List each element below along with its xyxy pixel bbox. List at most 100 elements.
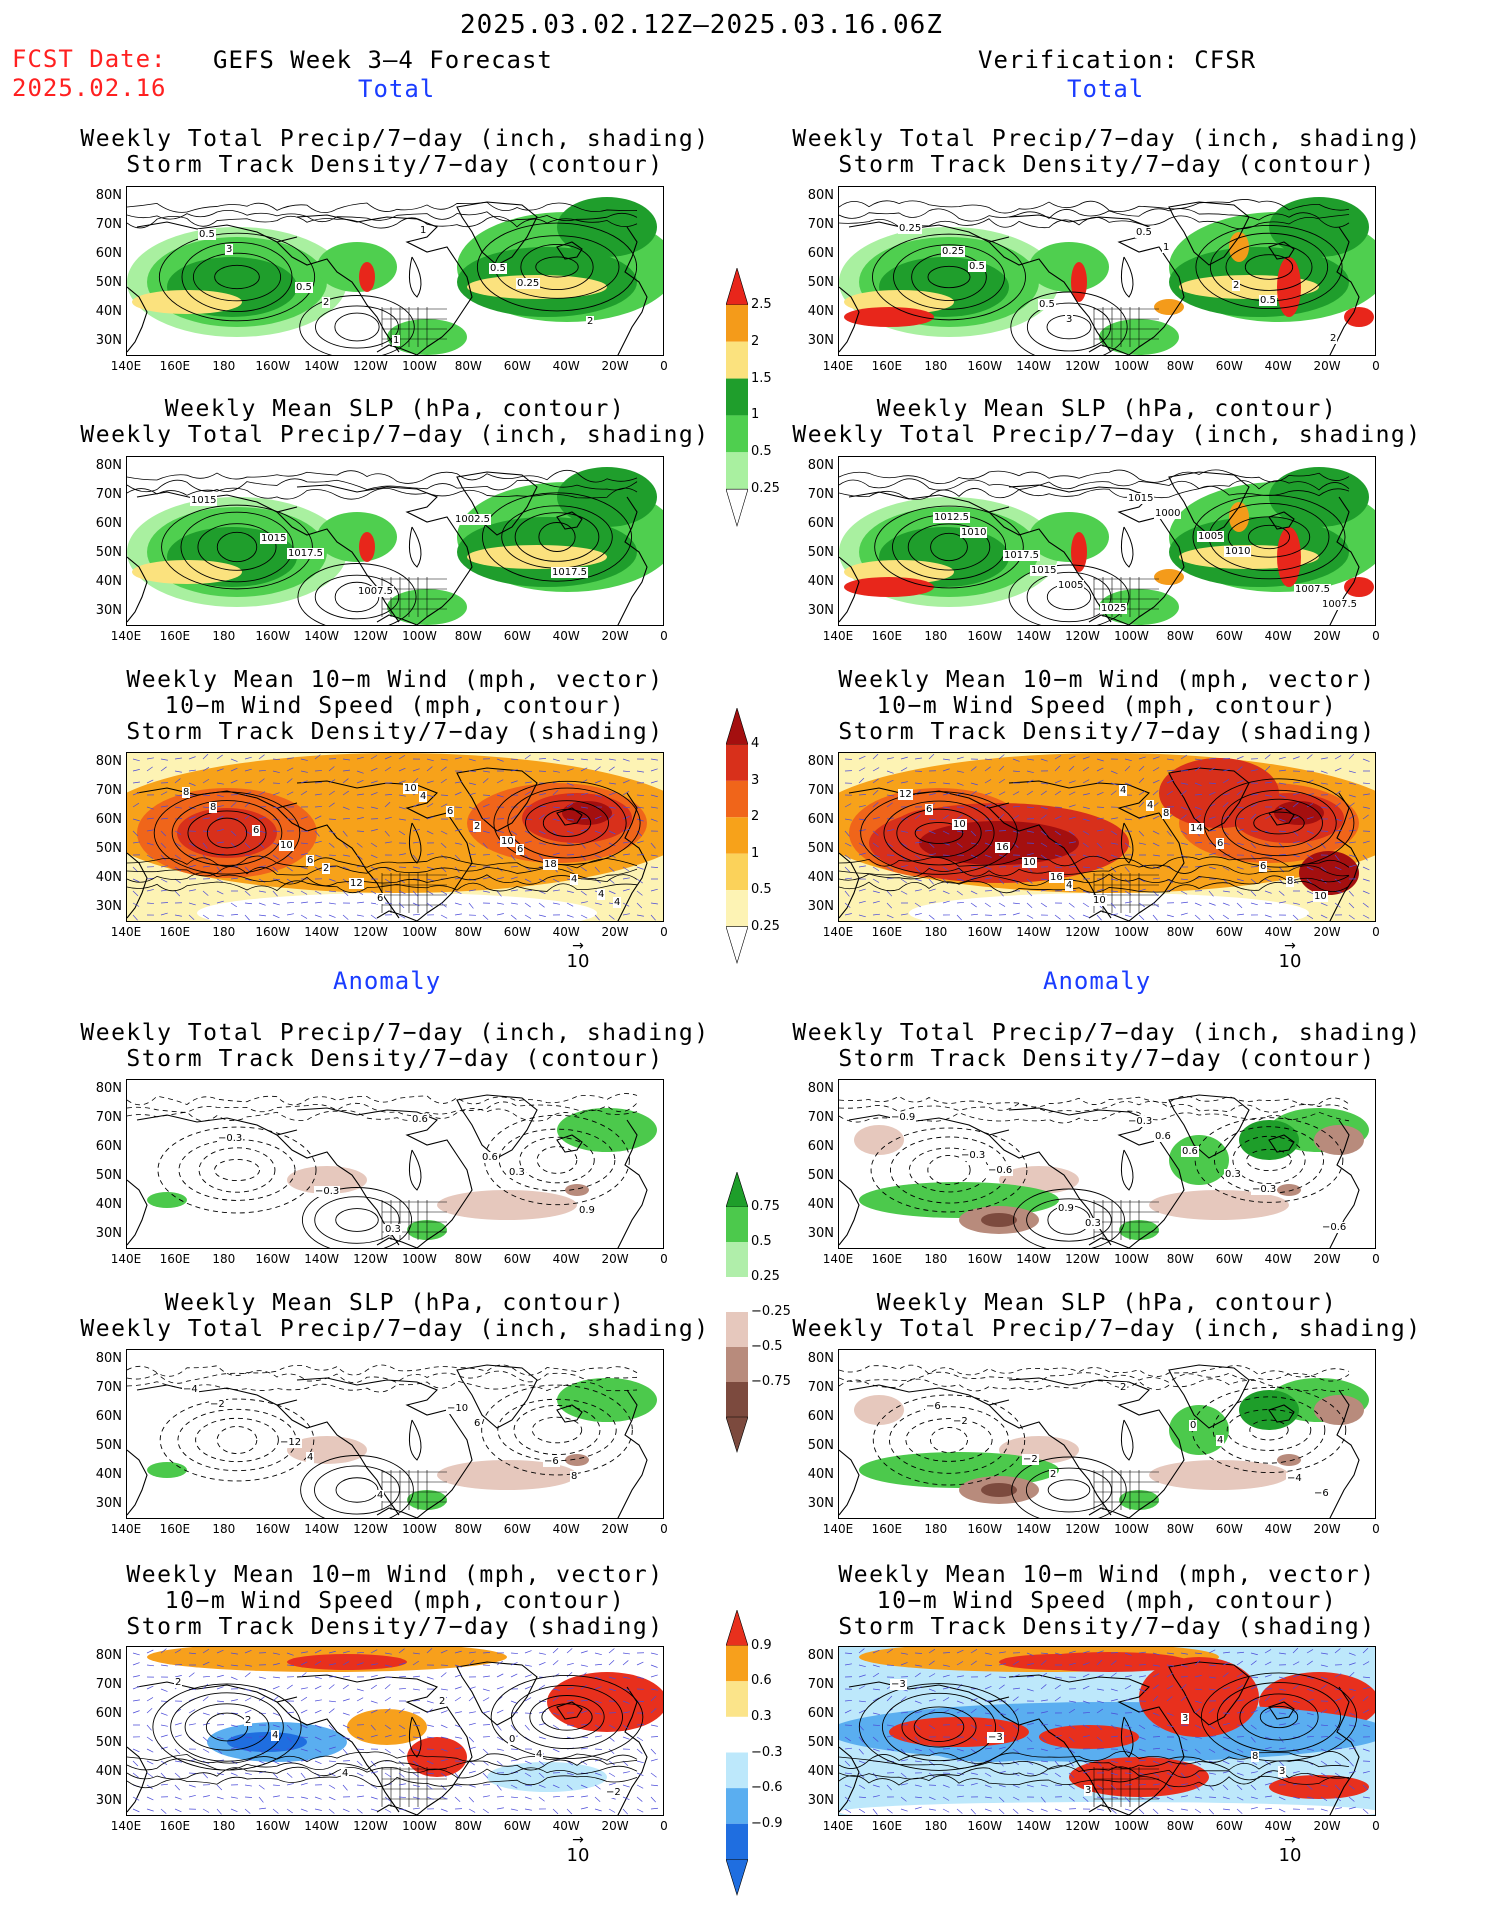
p1-contour-label: 2 — [322, 297, 331, 308]
p5-contour-label: 10 — [403, 783, 418, 794]
latitude-label: 60N — [95, 1139, 122, 1154]
colorbar-tick-label: 4 — [751, 736, 760, 752]
p2-contour-label: 0.5 — [1259, 295, 1277, 306]
a5-contour-label: −2 — [605, 1787, 622, 1798]
p2-contour-label: 0.5 — [1135, 227, 1153, 238]
p5-contour-label: 4 — [613, 897, 622, 908]
p5-contour-label: 8 — [209, 802, 218, 813]
a2-contour-label: 0.9 — [1057, 1203, 1075, 1214]
longitude-label: 160W — [967, 629, 1003, 643]
colorbar-bottom-triangle — [726, 1859, 748, 1897]
longitude-label: 120W — [1065, 629, 1100, 643]
latitude-label: 60N — [807, 1706, 834, 1721]
longitude-label: 120W — [353, 629, 388, 643]
a1-contour-label: −0.3 — [314, 1186, 341, 1197]
longitude-label: 160W — [255, 1819, 291, 1833]
longitude-label: 80W — [454, 1252, 482, 1266]
latitude-label: 30N — [95, 603, 122, 618]
colorbar-tick-label: 0.5 — [751, 882, 772, 898]
p6-title-line-1: Weekly Mean 10−m Wind (mph, vector) — [838, 667, 1376, 693]
longitude-label: 140W — [304, 359, 340, 373]
a3-contour-label: 4 — [306, 1452, 315, 1463]
longitude-label: 60W — [503, 1252, 531, 1266]
latitude-label: 40N — [95, 1197, 122, 1212]
p5-contour-label: 10 — [279, 840, 294, 851]
longitude-label: 140W — [1016, 1819, 1052, 1833]
p1-title-line-2: Storm Track Density/7−day (contour) — [126, 152, 664, 178]
latitude-label: 80N — [95, 754, 122, 769]
p5-contour-label: 18 — [543, 859, 558, 870]
vector-reference-arrow: → 10 — [558, 1833, 598, 1866]
a1-contour-label: −0.3 — [217, 1133, 244, 1144]
longitude-label: 100W — [402, 1522, 437, 1536]
a3-contour-label: 4 — [376, 1490, 385, 1501]
colorbar-segment — [726, 415, 748, 453]
colorbar-segment — [726, 890, 748, 927]
p2-contour-label: 1 — [1162, 242, 1171, 253]
longitude-label: 80W — [454, 1819, 482, 1833]
latitude-label: 70N — [95, 1677, 122, 1692]
latitude-label: 30N — [95, 1496, 122, 1511]
map-p3-svg — [127, 467, 663, 625]
longitude-label: 100W — [1114, 629, 1149, 643]
p5-contour-label: 4 — [570, 874, 579, 885]
longitude-label: 0 — [660, 359, 668, 373]
a6-contour-label: 3 — [1278, 1766, 1287, 1777]
longitude-label: 160W — [967, 359, 1003, 373]
latitude-label: 50N — [95, 545, 122, 560]
colorbar-tick-label: −0.9 — [751, 1815, 783, 1831]
p4-contour-label: 1007.5 — [1321, 599, 1358, 610]
latitude-label: 70N — [95, 1110, 122, 1125]
colorbar-storm_anom — [726, 1610, 748, 1897]
latitude-label: 40N — [807, 1467, 834, 1482]
longitude-label: 160W — [967, 1522, 1003, 1536]
colorbar-tick-label: −0.75 — [751, 1374, 791, 1389]
longitude-label: 60W — [503, 629, 531, 643]
date-range-title: 2025.03.02.12Z–2025.03.16.06Z — [460, 10, 943, 40]
vector-reference-arrow: → 10 — [1270, 939, 1310, 972]
a2-contour-label: −0.3 — [960, 1150, 987, 1161]
longitude-label: 40W — [1264, 629, 1292, 643]
latitude-label: 60N — [95, 1706, 122, 1721]
a1-contour-label: 0.6 — [481, 1152, 499, 1163]
longitude-label: 180 — [212, 1522, 236, 1536]
longitude-label: 100W — [402, 1252, 437, 1266]
a3-contour-label: −12 — [279, 1437, 303, 1448]
a5-contour-label: 4 — [341, 1768, 350, 1779]
a2-contour-label: 0.3 — [1224, 1169, 1242, 1180]
longitude-label: 160E — [159, 1522, 191, 1536]
a4-title-line-2: Weekly Total Precip/7−day (inch, shading… — [792, 1316, 1422, 1342]
longitude-label: 180 — [924, 1252, 948, 1266]
p6-contour-label: 4 — [1119, 785, 1128, 796]
p5-contour-label: 4 — [597, 889, 606, 900]
colorbar-tick-label: 1 — [751, 845, 760, 861]
longitude-label: 120W — [353, 925, 388, 939]
latitude-label: 30N — [807, 603, 834, 618]
map-panel-p6: 4 8 6 12 16 10 14 8 6 10 4 6 10 10 16 4 — [838, 752, 1376, 922]
map-panel-a1: 0.3 0.6 0.9 −0.3 −0.3 0.6 0.3 — [126, 1079, 664, 1249]
colorbar-segment — [726, 304, 748, 342]
latitude-label: 30N — [807, 1226, 834, 1241]
map-panel-a4: 0 −4 −6 −2 2 4 −6 −2 2 — [838, 1349, 1376, 1519]
a2-contour-label: −0.3 — [1127, 1116, 1154, 1127]
latitude-label: 70N — [95, 217, 122, 232]
p3-contour-label: 1015 — [190, 495, 218, 506]
longitude-label: 180 — [212, 1819, 236, 1833]
p2-contour-label: 2 — [1232, 280, 1241, 291]
latitude-label: 70N — [95, 783, 122, 798]
a5-title-line-3: Storm Track Density/7−day (shading) — [126, 1614, 664, 1640]
colorbar-tick-label: 0.25 — [751, 481, 780, 497]
right-anomaly-heading: Anomaly — [1043, 967, 1152, 995]
latitude-label: 70N — [95, 1380, 122, 1395]
latitude-label: 70N — [95, 487, 122, 502]
latitude-label: 50N — [807, 275, 834, 290]
a2-title-line-2: Storm Track Density/7−day (contour) — [838, 1046, 1376, 1072]
fcst-date-label: FCST Date: — [12, 45, 167, 73]
longitude-label: 120W — [353, 1522, 388, 1536]
longitude-label: 20W — [1313, 1252, 1341, 1266]
longitude-label: 100W — [1114, 1819, 1149, 1833]
longitude-label: 40W — [1264, 1252, 1292, 1266]
map-panel-p1: 0.5 0.5 1 0.5 2 3 2 1 0.25 — [126, 186, 664, 356]
colorbar-segment — [726, 1312, 748, 1347]
longitude-label: 60W — [1215, 1819, 1243, 1833]
